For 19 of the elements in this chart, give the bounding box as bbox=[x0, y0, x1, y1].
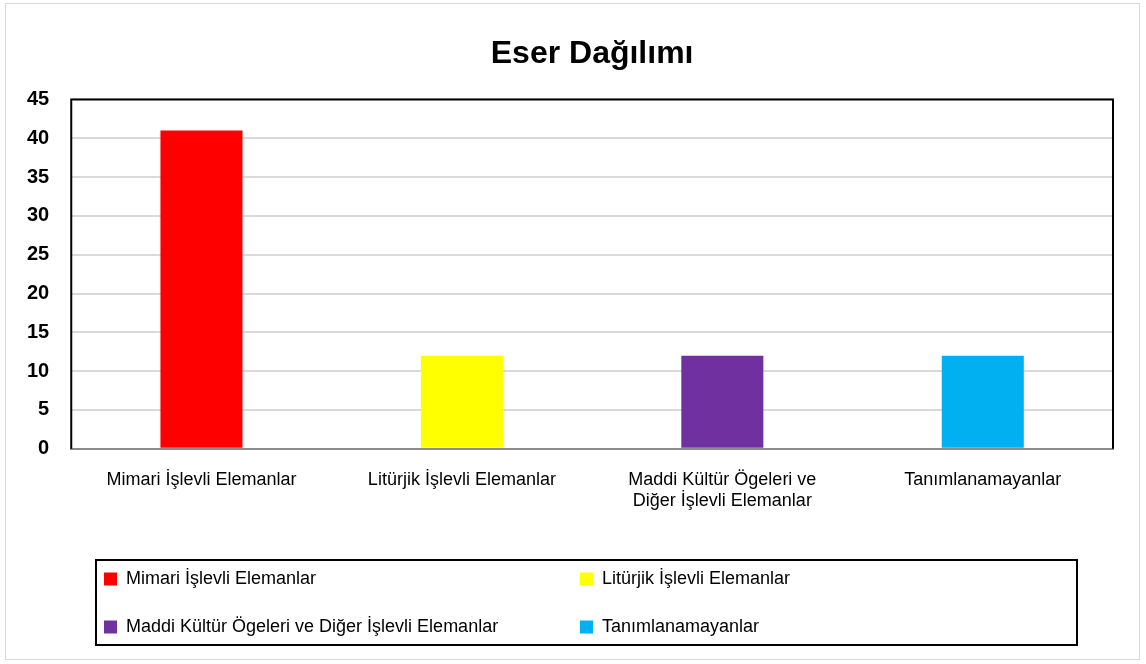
x-tick-label: Mimari İşlevli Elemanlar bbox=[106, 468, 297, 489]
y-tick-label: 15 bbox=[27, 319, 50, 342]
y-tick-label: 40 bbox=[27, 125, 50, 148]
y-tick-label: 30 bbox=[27, 203, 50, 226]
chart-title: Eser Dağılımı bbox=[490, 34, 694, 71]
legend-label: Mimari İşlevli Elemanlar bbox=[126, 567, 317, 588]
x-tick-label: Tanımlanamayanlar bbox=[904, 468, 1062, 489]
legend-label: Tanımlanamayanlar bbox=[602, 615, 760, 636]
x-tick-label: Litürjik İşlevli Elemanlar bbox=[367, 468, 556, 489]
legend-label: Litürjik İşlevli Elemanlar bbox=[602, 567, 791, 588]
y-tick-label: 20 bbox=[27, 281, 50, 304]
y-tick-label: 35 bbox=[27, 164, 50, 187]
y-tick-label: 45 bbox=[27, 86, 50, 109]
y-tick-label: 10 bbox=[27, 358, 50, 381]
y-tick-label: 5 bbox=[38, 397, 50, 420]
y-tick-label: 0 bbox=[38, 436, 50, 459]
legend-label: Maddi Kültür Ögeleri ve Diğer İşlevli Elemanlar bbox=[126, 615, 499, 636]
y-tick-label: 25 bbox=[27, 242, 50, 265]
x-tick-label: Maddi Kültür Ögeleri ve Diğer İşlevli Elemanlar bbox=[628, 468, 817, 511]
